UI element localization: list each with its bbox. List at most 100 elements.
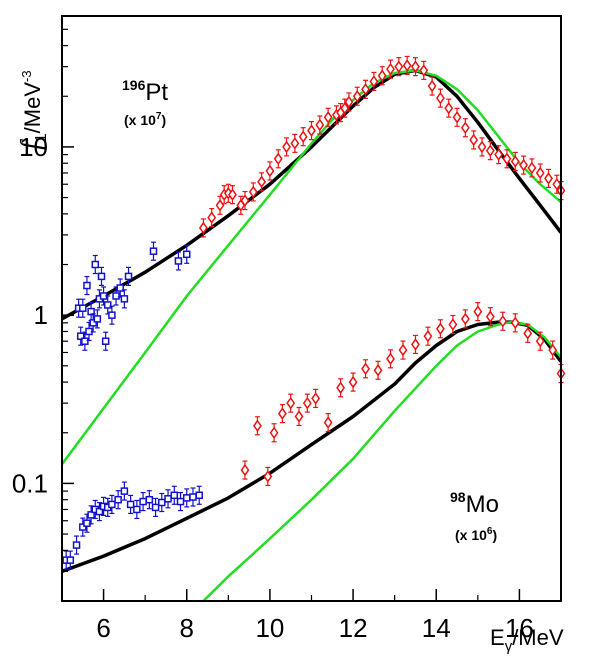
x-tick-label: 12 — [339, 613, 368, 643]
mo-scale-suffix: ) — [492, 527, 497, 543]
data-point — [76, 326, 85, 346]
data-point — [398, 340, 408, 360]
data-point — [72, 535, 81, 555]
data-point — [423, 326, 433, 346]
data-point — [126, 494, 135, 515]
data-point — [302, 393, 312, 413]
data-point — [176, 491, 185, 512]
data-point — [257, 172, 267, 192]
data-point — [502, 149, 512, 169]
data-point — [198, 218, 208, 238]
data-point — [79, 298, 87, 318]
data-point — [269, 423, 279, 443]
data-point — [83, 275, 91, 296]
data-point — [124, 266, 133, 286]
data-point — [282, 137, 291, 157]
data-point — [427, 76, 437, 96]
data-point — [89, 313, 97, 333]
data-point — [552, 174, 562, 194]
data-point — [87, 505, 95, 525]
svg-text:98Mo: 98Mo — [450, 489, 499, 518]
mo-mass: 98 — [450, 489, 466, 505]
data-point — [120, 481, 129, 501]
data-point — [386, 349, 395, 369]
data-point — [290, 133, 300, 153]
data-point — [145, 490, 154, 510]
data-point — [248, 182, 258, 202]
data-point — [307, 121, 316, 141]
data-point — [97, 266, 106, 286]
svg-text:196Pt: 196Pt — [122, 77, 168, 106]
data-point — [265, 161, 275, 181]
data-point — [74, 298, 83, 318]
data-point — [348, 372, 358, 392]
data-point — [207, 208, 217, 228]
series-line-0 — [62, 68, 561, 321]
data-point — [164, 489, 172, 509]
data-point — [298, 127, 308, 147]
data-point — [151, 497, 160, 518]
data-point — [519, 155, 528, 175]
data-point — [294, 406, 304, 427]
data-point — [510, 151, 520, 172]
data-point — [411, 334, 420, 355]
ticks-layer: 6 8 10 12 14 16 0.1 1 10 — [12, 28, 562, 643]
svg-text:(x 107): (x 107) — [124, 111, 166, 128]
y-tick-label: 1 — [34, 300, 48, 330]
y-tick-label: 0.1 — [12, 468, 48, 498]
data-point — [323, 107, 333, 127]
data-point — [394, 57, 404, 77]
data-point — [435, 319, 445, 339]
data-point — [386, 59, 395, 79]
x-tick-label: 8 — [180, 613, 194, 643]
data-point — [419, 60, 429, 80]
data-point — [494, 145, 504, 165]
data-point — [66, 550, 75, 570]
data-point — [485, 307, 495, 327]
data-point — [361, 359, 370, 379]
data-point — [114, 490, 122, 510]
mo-scale-prefix: (x 10 — [455, 527, 487, 543]
data-point — [116, 278, 124, 298]
data-point — [369, 71, 379, 92]
data-point — [139, 491, 147, 512]
data-point — [81, 331, 89, 351]
data-point — [344, 92, 354, 112]
data-point — [95, 501, 104, 522]
data-point — [452, 107, 462, 127]
y-axis-label: f1/MeV-3 — [16, 70, 50, 150]
data-point — [444, 98, 454, 118]
x-tick-label: 10 — [255, 613, 284, 643]
data-point — [149, 241, 158, 261]
annotation-pt: 196Pt (x 107) — [122, 77, 168, 128]
data-point — [174, 251, 183, 271]
data-point — [183, 488, 191, 508]
pt-symbol: Pt — [145, 79, 168, 106]
data-point — [523, 323, 533, 343]
data-point — [195, 485, 203, 505]
data-point — [411, 57, 420, 77]
pt-scale-suffix: ) — [161, 112, 166, 128]
data-point — [460, 309, 470, 329]
data-point — [79, 517, 87, 537]
mo-symbol: Mo — [466, 491, 499, 518]
data-point — [448, 314, 458, 335]
data-point — [183, 244, 191, 264]
data-point — [158, 492, 166, 513]
data-point — [101, 331, 110, 351]
x-axis-label: Eγ/MeV — [490, 625, 564, 655]
data-point — [189, 487, 197, 507]
annotation-mo: 98Mo (x 106) — [450, 489, 499, 543]
data-point — [485, 141, 495, 161]
data-point — [120, 289, 129, 309]
data-point — [263, 466, 273, 487]
series-line-3 — [202, 320, 561, 601]
data-point — [215, 195, 225, 215]
data-point — [527, 158, 537, 178]
data-point — [498, 311, 508, 331]
pt-scale-exp: 7 — [156, 111, 162, 122]
data-point — [93, 309, 102, 329]
data-point — [112, 286, 120, 306]
data-point — [170, 485, 179, 505]
